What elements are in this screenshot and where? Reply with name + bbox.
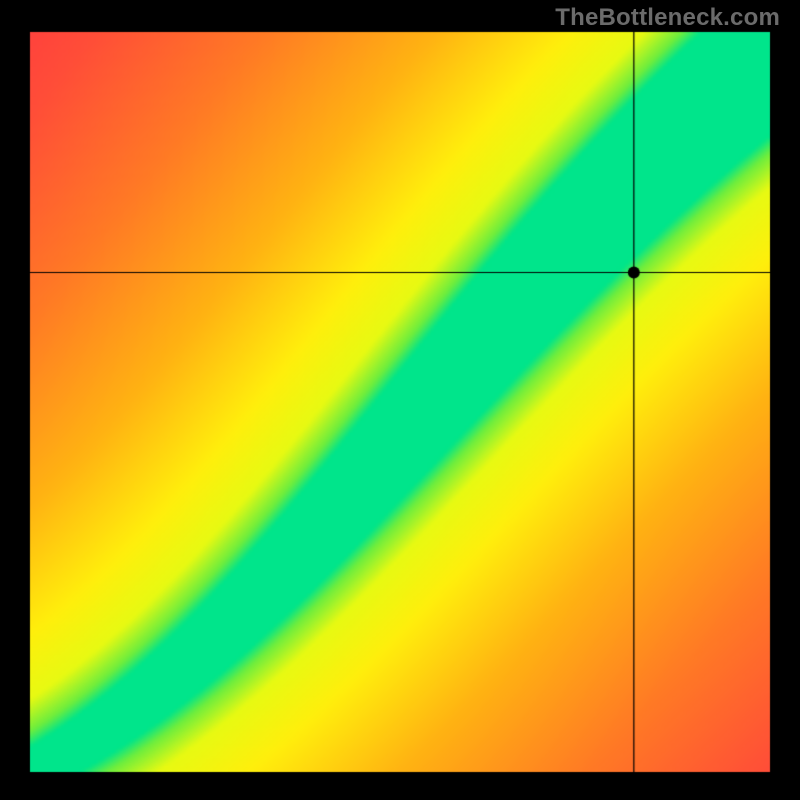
- watermark-text: TheBottleneck.com: [555, 4, 780, 32]
- bottleneck-heatmap: [0, 0, 800, 800]
- chart-container: TheBottleneck.com: [0, 0, 800, 800]
